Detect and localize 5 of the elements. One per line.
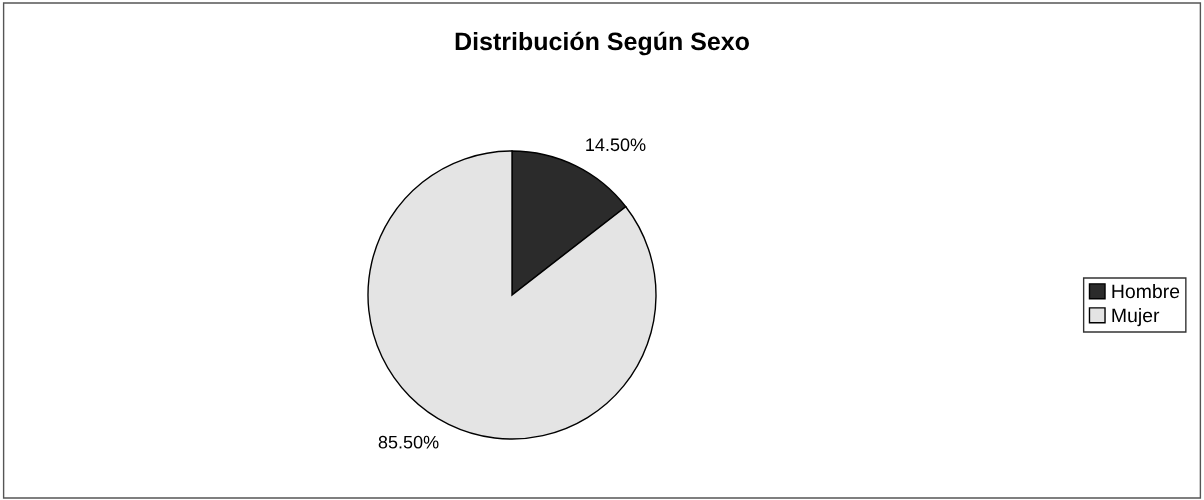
chart-title: Distribución Según Sexo [455, 31, 749, 56]
data-label: 85.50% [378, 435, 439, 449]
data-label: 14.50% [586, 138, 646, 152]
legend-label: Hombre [1112, 283, 1180, 299]
legend-label: Mujer [1112, 308, 1160, 327]
